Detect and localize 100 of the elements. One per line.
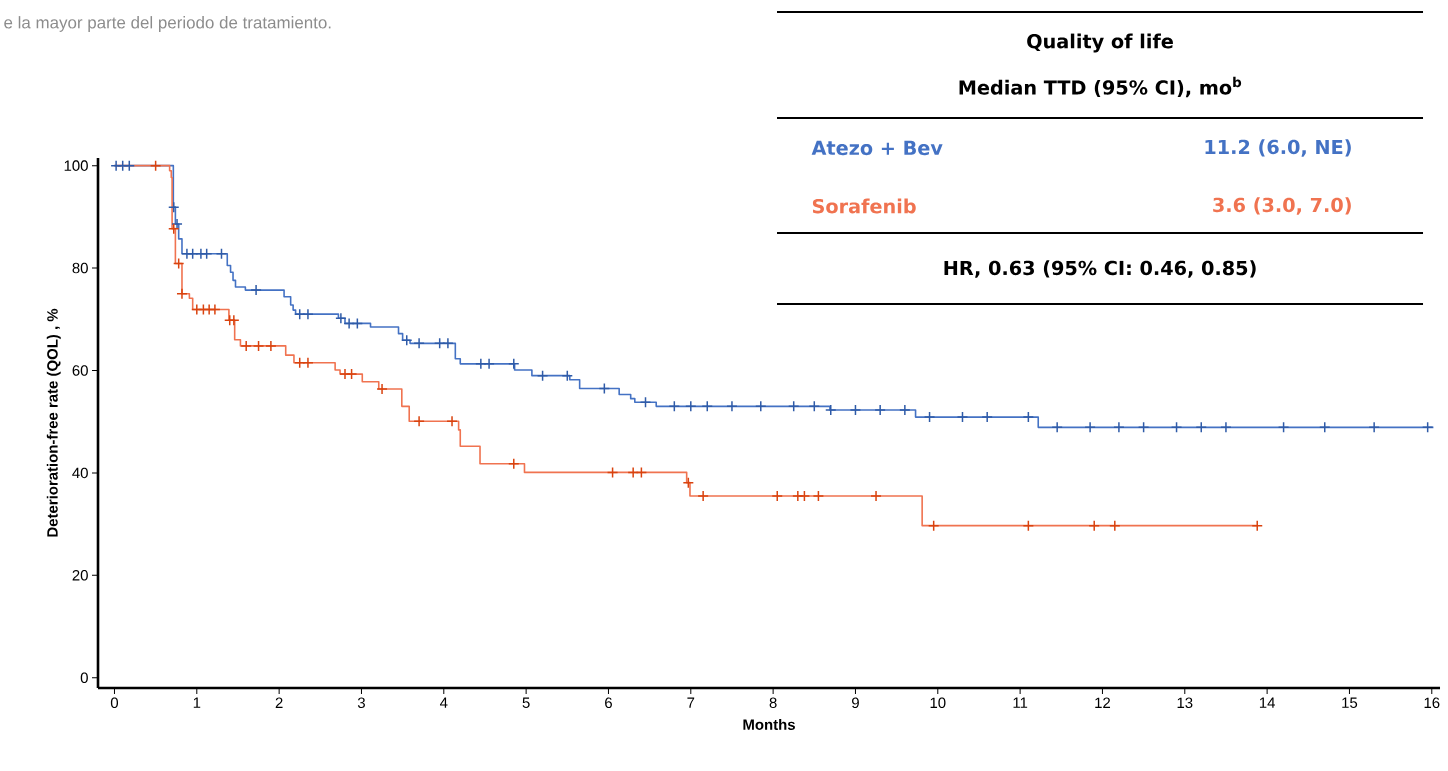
text: Sorafenib <box>812 198 916 214</box>
point <box>825 404 837 416</box>
x-tick-label: 4 <box>439 697 448 708</box>
point <box>1084 421 1096 434</box>
point <box>508 457 520 470</box>
point <box>808 400 821 413</box>
point <box>627 466 639 479</box>
point <box>639 396 652 408</box>
point <box>1319 421 1331 434</box>
point <box>351 317 364 330</box>
text: e la mayor parte del periodo de tratamiento. <box>4 16 331 32</box>
x-tick-label: 1 <box>193 697 201 708</box>
point <box>874 404 886 416</box>
point <box>1421 421 1434 434</box>
point <box>1368 421 1380 434</box>
x-tick-label: 10 <box>930 697 946 709</box>
y-tick-label: 0 <box>80 672 88 684</box>
point <box>149 159 162 172</box>
point <box>606 466 619 479</box>
x-tick-label: 7 <box>687 697 695 708</box>
point <box>798 490 811 502</box>
point <box>561 369 574 382</box>
point <box>475 358 487 370</box>
point <box>172 257 185 270</box>
point <box>123 159 136 172</box>
y-tick-label: 20 <box>72 570 88 581</box>
x-tick-label: 2 <box>275 697 283 708</box>
point <box>1170 421 1183 434</box>
point <box>701 400 714 413</box>
point <box>812 490 825 502</box>
y-tick-label: 40 <box>72 467 88 479</box>
point <box>168 201 180 213</box>
point <box>413 415 425 427</box>
text: Median TTD (95% CI), mo$^{b}$ <box>959 76 1242 98</box>
point <box>442 337 454 350</box>
annotation: 3.6 (3.0, 7.0) <box>1213 197 1351 215</box>
point <box>849 404 862 416</box>
point <box>536 369 549 382</box>
point <box>755 400 767 413</box>
point <box>697 490 709 502</box>
point <box>335 312 347 325</box>
text: 11.2 (6.0, NE) <box>1205 139 1351 157</box>
point <box>413 337 425 350</box>
y-tick-label: 100 <box>64 160 88 171</box>
point <box>1220 421 1232 434</box>
x-tick-label: 0 <box>110 697 119 709</box>
point <box>215 248 228 260</box>
point <box>345 368 358 380</box>
point <box>209 303 221 316</box>
point <box>682 476 695 489</box>
point <box>1277 421 1290 434</box>
point <box>927 519 940 532</box>
point <box>293 308 306 320</box>
y-axis-title: Deterioration-free rate (QOL) , % <box>46 308 61 537</box>
x-tick-label: 9 <box>852 697 859 709</box>
y-tick-label: 80 <box>72 262 88 274</box>
point <box>787 400 800 413</box>
point <box>508 358 520 370</box>
text: Quality of life <box>1027 33 1173 53</box>
x-tick-label: 12 <box>1095 697 1111 708</box>
point <box>265 340 277 352</box>
x-tick-label: 11 <box>1013 697 1028 708</box>
point <box>598 382 611 395</box>
x-tick-label: 6 <box>605 697 612 709</box>
x-tick-label: 5 <box>522 697 530 708</box>
point <box>635 466 648 479</box>
point <box>433 337 446 350</box>
point <box>302 357 314 369</box>
point <box>376 383 388 395</box>
point <box>1051 421 1063 434</box>
point <box>956 411 969 423</box>
point <box>1088 519 1100 532</box>
point <box>1109 519 1121 532</box>
x-tick-label: 15 <box>1342 697 1358 708</box>
point <box>1022 519 1035 532</box>
text: Atezo + Bev <box>811 140 943 156</box>
annotation: HR, 0.63 (95% CI: 0.46, 0.85) <box>944 260 1256 278</box>
x-tick-label: 14 <box>1259 697 1275 708</box>
point <box>1251 519 1263 532</box>
x-tick-label: 3 <box>357 697 365 709</box>
point <box>343 317 355 330</box>
point <box>168 222 180 235</box>
point <box>483 358 495 370</box>
point <box>1195 421 1207 434</box>
point <box>899 404 911 416</box>
point <box>685 400 697 413</box>
point <box>240 340 252 352</box>
point <box>293 357 306 369</box>
point <box>1137 421 1150 434</box>
point <box>1113 421 1125 434</box>
x-axis-title: Months <box>743 718 795 730</box>
point <box>981 411 993 423</box>
point <box>446 415 458 427</box>
point <box>1022 411 1035 423</box>
point <box>870 490 882 502</box>
y-tick-label: 60 <box>72 365 88 376</box>
x-tick-label: 16 <box>1424 697 1440 709</box>
point <box>923 411 936 423</box>
point <box>176 287 188 300</box>
point <box>250 284 262 296</box>
